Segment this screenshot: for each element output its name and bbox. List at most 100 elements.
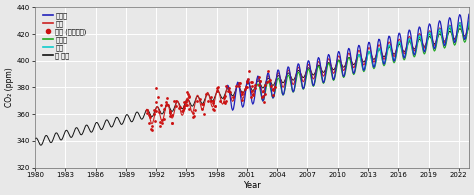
Point: [238, 98, 246, 101]
Point: [168, 122, 176, 125]
Point: [226, 86, 233, 89]
Point: [210, 107, 217, 110]
Point: [226, 90, 233, 93]
Point: [180, 106, 188, 109]
Point: [242, 85, 250, 88]
Point: [181, 100, 188, 104]
Point: [211, 105, 219, 108]
Point: [163, 104, 170, 107]
Point: [178, 109, 185, 112]
Point: [183, 98, 191, 101]
Point: [248, 81, 255, 84]
Point: [186, 107, 193, 110]
Point: [170, 99, 178, 102]
Point: [167, 114, 174, 117]
Point: [143, 108, 151, 111]
Point: [210, 108, 218, 111]
Point: [184, 93, 191, 96]
Point: [183, 104, 191, 107]
Point: [209, 101, 217, 105]
Point: [152, 86, 160, 89]
Legend: 안면도, 고산, 고산 (시료수집), 울뛵도, 독도, 전 지구: 안면도, 고산, 고산 (시료수집), 울뛵도, 독도, 전 지구: [40, 11, 89, 61]
Point: [164, 103, 172, 106]
Point: [214, 85, 221, 88]
Point: [189, 115, 197, 118]
Point: [244, 78, 251, 81]
Point: [207, 95, 215, 98]
Point: [269, 89, 277, 92]
Point: [179, 108, 187, 111]
Point: [185, 95, 192, 98]
Point: [264, 69, 272, 72]
Point: [199, 102, 207, 105]
Point: [172, 99, 180, 102]
Point: [259, 94, 267, 97]
Point: [249, 94, 257, 97]
Point: [243, 80, 251, 83]
Point: [245, 69, 253, 73]
Point: [235, 82, 243, 85]
Point: [255, 83, 263, 87]
Point: [238, 93, 246, 96]
Point: [163, 101, 170, 104]
Point: [196, 98, 204, 101]
Point: [198, 102, 206, 105]
Point: [166, 110, 174, 113]
Point: [155, 110, 163, 113]
Point: [198, 107, 206, 110]
Point: [225, 89, 233, 92]
Point: [145, 121, 153, 125]
Point: [232, 84, 239, 88]
Point: [161, 118, 168, 121]
Point: [166, 109, 174, 113]
Point: [221, 94, 228, 98]
Point: [220, 96, 228, 99]
Point: [172, 105, 180, 108]
Point: [263, 80, 271, 83]
Point: [229, 96, 237, 99]
Point: [150, 108, 157, 111]
Point: [211, 104, 219, 107]
Point: [185, 95, 192, 98]
Point: [222, 84, 230, 88]
Point: [200, 112, 208, 115]
Point: [156, 124, 164, 128]
Point: [238, 91, 246, 94]
Point: [168, 114, 175, 117]
Point: [216, 99, 223, 103]
Point: [151, 119, 158, 122]
Point: [235, 84, 243, 87]
Point: [260, 101, 267, 104]
Point: [202, 92, 210, 96]
Point: [152, 100, 159, 103]
Point: [204, 99, 212, 102]
Point: [269, 93, 276, 96]
Point: [269, 87, 277, 90]
Point: [267, 78, 274, 81]
Point: [193, 99, 201, 102]
Point: [247, 95, 255, 98]
Point: [181, 104, 188, 107]
Point: [147, 128, 155, 131]
Point: [251, 87, 259, 90]
Point: [248, 90, 256, 93]
Point: [158, 122, 165, 125]
Point: [157, 104, 165, 107]
Point: [272, 85, 279, 88]
Point: [259, 95, 266, 98]
Point: [189, 112, 197, 115]
Point: [255, 75, 263, 78]
Point: [256, 79, 264, 82]
Point: [161, 107, 168, 110]
Point: [241, 87, 249, 90]
Point: [262, 83, 269, 86]
Point: [151, 112, 158, 115]
Point: [265, 79, 273, 82]
Point: [164, 96, 171, 99]
Point: [143, 112, 151, 115]
Point: [260, 90, 267, 93]
Point: [158, 118, 166, 121]
Point: [213, 89, 220, 92]
X-axis label: Year: Year: [243, 181, 261, 190]
Point: [175, 107, 182, 110]
